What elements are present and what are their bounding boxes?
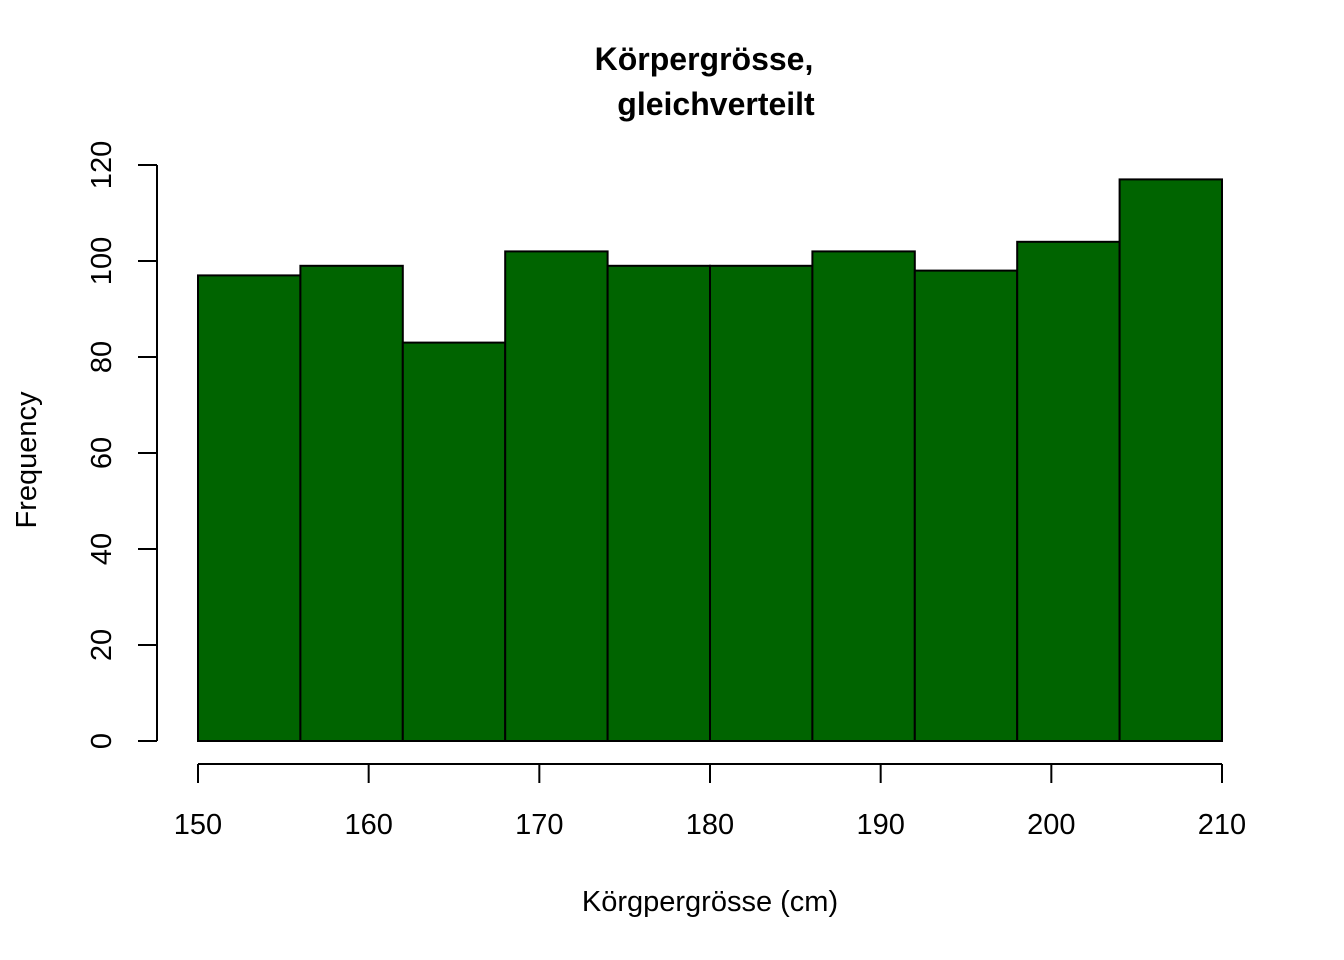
x-tick-label: 160 [344,809,392,841]
histogram-bar [913,269,1019,742]
y-tick-label: 80 [86,341,118,373]
histogram-bar [1118,178,1223,742]
y-axis-label: Frequency [11,391,43,529]
y-tick-label: 100 [86,237,118,285]
histogram-bar [401,341,507,742]
y-tick-label: 0 [86,733,118,749]
x-tick-label: 190 [856,809,904,841]
histogram-bar [1016,240,1121,743]
x-axis: 150 160 170 180 190 200 210 [174,763,1246,841]
histogram-bar [197,274,302,742]
x-tick-label: 210 [1198,809,1246,841]
x-axis-label: Körgpergrösse (cm) [582,886,838,918]
histogram-bar [811,250,916,742]
x-tick-label: 170 [515,809,563,841]
histogram-bar [299,264,404,742]
y-axis: 0 20 40 60 80 100 120 [86,141,158,749]
chart-title-line-1: Körpergrösse, [595,41,814,77]
histogram-bars [197,178,1223,743]
y-tick-label: 20 [86,629,118,661]
histogram-bar [606,264,711,742]
histogram-bar [504,250,609,742]
x-tick-label: 180 [686,809,734,841]
y-tick-label: 120 [86,141,118,189]
chart-title-line-2: gleichverteilt [617,86,815,122]
x-tick-label: 200 [1027,809,1075,841]
x-tick-label: 150 [174,809,222,841]
histogram-bar [709,264,814,742]
y-tick-label: 60 [86,437,118,469]
y-tick-label: 40 [86,533,118,565]
